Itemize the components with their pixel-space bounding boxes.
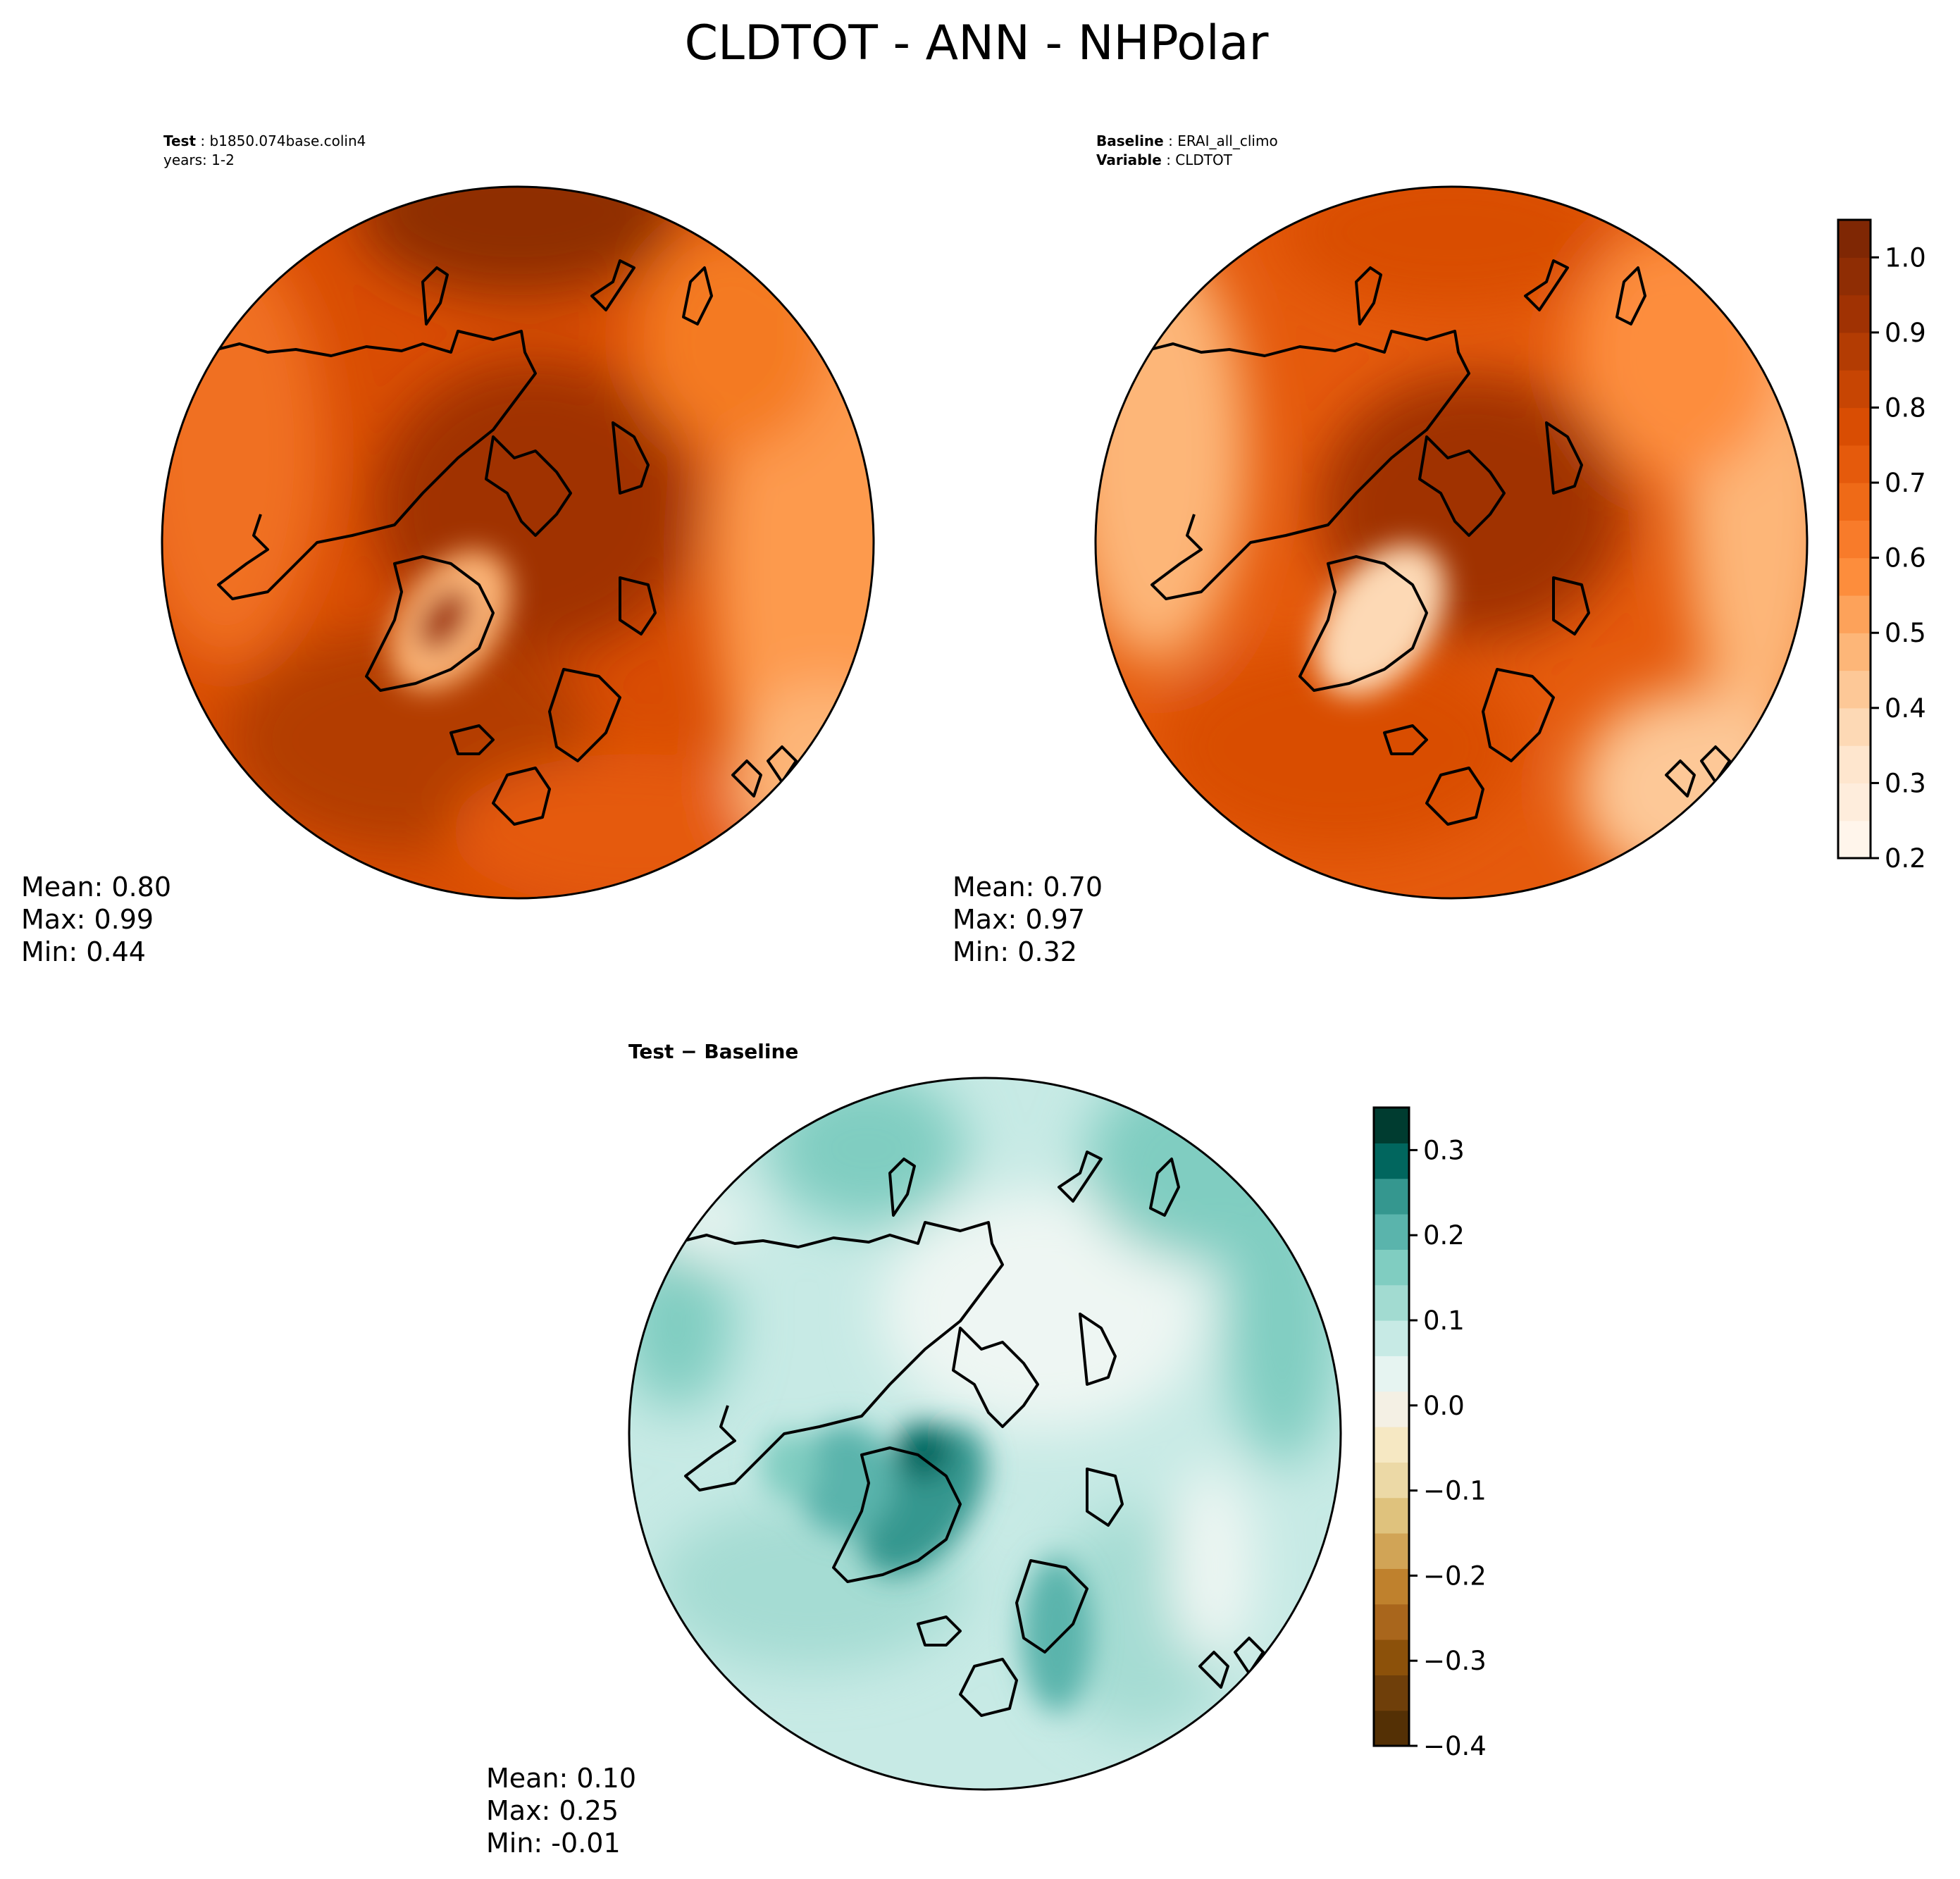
diff-colorbar-swatch: [1374, 1604, 1409, 1640]
diff-colorbar-swatch: [1374, 1639, 1409, 1675]
main-colorbar-tick-label: 0.7: [1885, 468, 1926, 498]
main-colorbar-swatch: [1838, 483, 1871, 521]
main-colorbar-tick-label: 0.3: [1885, 768, 1926, 798]
main-colorbar-swatch: [1838, 707, 1871, 746]
diff-colorbar-swatch: [1374, 1710, 1409, 1747]
main-colorbar-tick-label: 0.8: [1885, 392, 1926, 423]
diff-colorbar-tick-label: 0.2: [1423, 1220, 1465, 1251]
main-colorbar: 0.2 0.3 0.4 0.5 0.6 0.7 0.8 0.9 1.0: [1837, 218, 1926, 874]
test-map: [162, 187, 874, 898]
diff-colorbar-frame: [1372, 1106, 1410, 1747]
main-colorbar-swatch: [1838, 445, 1871, 483]
diff-colorbar-tick-label: 0.0: [1423, 1391, 1465, 1421]
diff-colorbar-swatch: [1374, 1320, 1409, 1356]
main-colorbar-swatch: [1838, 633, 1871, 671]
baseline-map-border: [1094, 185, 1809, 900]
diff-colorbar-tick-label: 0.3: [1423, 1135, 1465, 1165]
test-header-years: years: 1-2: [163, 151, 235, 168]
main-colorbar-tick-label: 0.5: [1885, 618, 1926, 648]
baseline-mean: Mean: 0.70: [953, 872, 1103, 903]
diff-colorbar-swatch: [1374, 1675, 1409, 1711]
baseline-header-variable: Variable : CLDTOT: [1096, 151, 1233, 168]
diff-colorbar-tick-label: −0.3: [1423, 1646, 1487, 1676]
baseline-coastlines: [1144, 259, 1731, 826]
test-header: Test : b1850.074base.colin4: [163, 132, 366, 149]
test-min: Min: 0.44: [21, 936, 146, 967]
diff-colorbar-tick-label: −0.1: [1423, 1476, 1487, 1506]
diff-max: Max: 0.25: [486, 1795, 619, 1826]
diff-colorbar-swatch: [1374, 1284, 1409, 1321]
main-colorbar-swatch: [1838, 294, 1871, 333]
test-max: Max: 0.99: [21, 904, 154, 935]
diff-colorbar-swatch: [1374, 1568, 1409, 1605]
main-colorbar-swatch: [1838, 670, 1871, 709]
main-colorbar-swatch: [1838, 745, 1871, 784]
diff-colorbar-swatch: [1374, 1178, 1409, 1215]
main-colorbar-swatch: [1838, 407, 1871, 446]
diff-panel: Test − Baseline: [486, 1040, 1342, 1859]
diff-colorbar-tick-label: −0.2: [1423, 1561, 1487, 1591]
baseline-map: [1096, 187, 1807, 898]
diff-colorbar-swatch: [1374, 1391, 1409, 1427]
diff-colorbar-tick-label: 0.1: [1423, 1306, 1465, 1336]
test-panel: Test : b1850.074base.colin4 years: 1-2: [21, 132, 875, 967]
test-mean: Mean: 0.80: [21, 872, 171, 903]
main-colorbar-swatch: [1838, 820, 1871, 859]
diff-header: Test − Baseline: [628, 1040, 798, 1063]
diff-colorbar-swatch: [1374, 1214, 1409, 1250]
baseline-max: Max: 0.97: [953, 904, 1085, 935]
diff-colorbar-swatch: [1374, 1249, 1409, 1286]
main-colorbar-tick-label: 0.4: [1885, 693, 1926, 724]
main-colorbar-swatch: [1838, 783, 1871, 821]
main-colorbar-swatch: [1838, 557, 1871, 596]
diff-map-border: [628, 1077, 1342, 1791]
main-colorbar-tick-label: 0.9: [1885, 318, 1926, 348]
diff-mean: Mean: 0.10: [486, 1763, 636, 1794]
main-colorbar-tick-label: 1.0: [1885, 242, 1926, 273]
diff-colorbar: −0.4 −0.3 −0.2 −0.1 0.0 0.1 0.2 0.3: [1372, 1106, 1487, 1761]
main-colorbar-tick-label: 0.2: [1885, 843, 1926, 874]
figure-title: CLDTOT - ANN - NHPolar: [685, 15, 1269, 71]
diff-colorbar-tick-label: −0.4: [1423, 1731, 1487, 1761]
diff-colorbar-swatch: [1374, 1462, 1409, 1499]
test-coastlines: [211, 259, 798, 826]
baseline-min: Min: 0.32: [953, 936, 1077, 967]
baseline-panel: Baseline : ERAI_all_climo Variable : CLD…: [953, 132, 1809, 967]
diff-colorbar-swatch: [1374, 1143, 1409, 1179]
main-colorbar-swatch: [1838, 257, 1871, 296]
main-colorbar-swatch: [1838, 332, 1871, 371]
test-map-border: [161, 185, 875, 900]
main-colorbar-swatch: [1838, 220, 1871, 258]
diff-colorbar-swatch: [1374, 1533, 1409, 1569]
diff-colorbar-swatch: [1374, 1497, 1409, 1534]
diff-colorbar-swatch: [1374, 1108, 1409, 1143]
diff-min: Min: -0.01: [486, 1828, 621, 1859]
main-colorbar-swatch: [1838, 595, 1871, 633]
main-colorbar-swatch: [1838, 520, 1871, 559]
main-colorbar-swatch: [1838, 370, 1871, 409]
baseline-header: Baseline : ERAI_all_climo: [1096, 132, 1278, 149]
diff-coastlines: [678, 1151, 1265, 1717]
main-colorbar-tick-label: 0.6: [1885, 543, 1926, 573]
main-colorbar-frame: [1837, 218, 1872, 860]
diff-colorbar-swatch: [1374, 1356, 1409, 1392]
diff-colorbar-swatch: [1374, 1427, 1409, 1463]
